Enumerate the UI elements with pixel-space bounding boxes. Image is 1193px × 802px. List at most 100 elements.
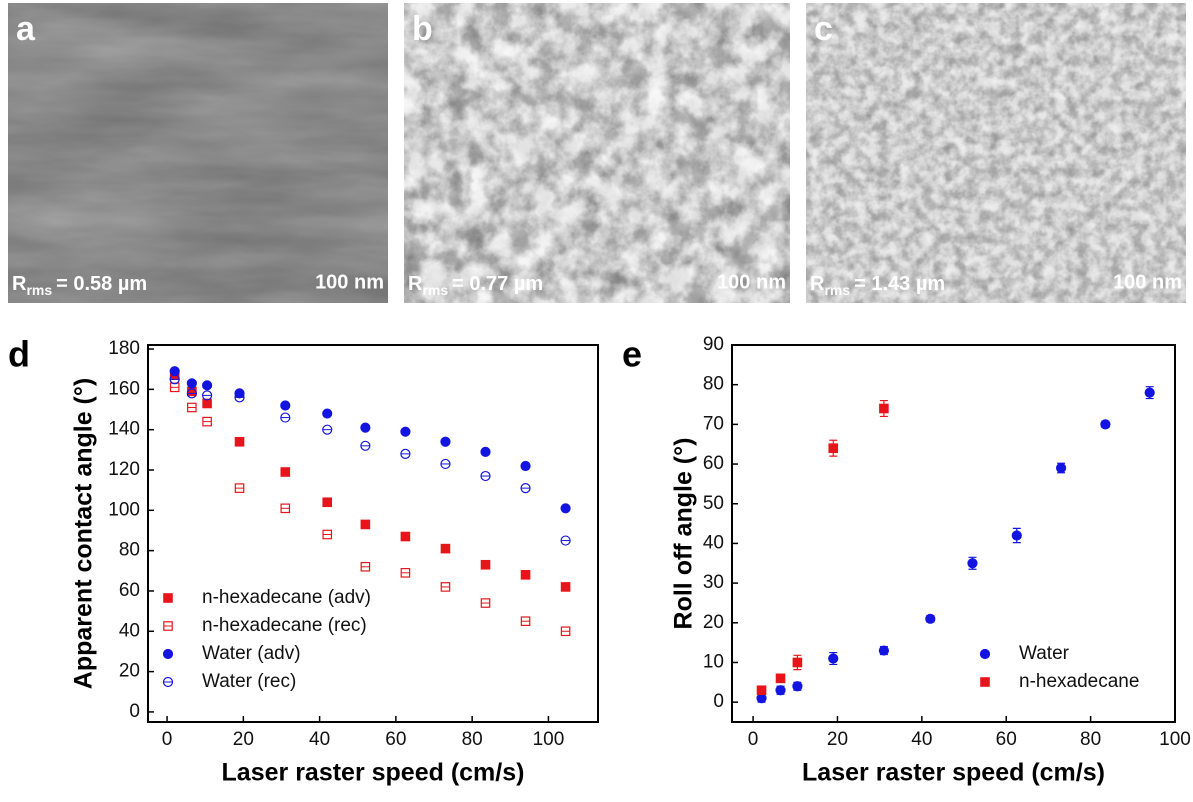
data-point (361, 423, 370, 432)
data-point (481, 561, 489, 569)
data-point (776, 686, 785, 695)
page: aRrms= 0.58 µm100 nmbRrms= 0.77 µm100 nm… (0, 0, 1193, 802)
roughness-value: = 0.77 µm (452, 273, 543, 295)
data-point (757, 686, 765, 694)
plot-frame (148, 345, 598, 722)
x-tick-label: 0 (162, 729, 173, 750)
sem-panel: a Rrms= 0.58 µm 100 nm (8, 3, 388, 303)
legend-marker (164, 650, 173, 659)
data-point (323, 409, 332, 418)
data-point (361, 520, 369, 528)
data-point (1101, 420, 1110, 429)
y-axis-title: Roll off angle (°) (670, 438, 698, 630)
data-point (401, 427, 410, 436)
chart: 0204060801000102030405060708090eLaser ra… (622, 334, 1191, 787)
x-tick-label: 100 (533, 729, 565, 750)
x-tick-label: 60 (996, 729, 1017, 750)
data-point (481, 447, 490, 456)
data-point (203, 399, 211, 407)
data-point (1012, 531, 1021, 540)
x-axis-title: Laser raster speed (cm/s) (222, 759, 525, 787)
data-point (281, 468, 289, 476)
x-tick-label: 0 (748, 729, 759, 750)
legend-marker (164, 594, 172, 602)
data-point (1145, 388, 1154, 397)
roughness-value: = 1.43 µm (854, 273, 945, 295)
legend-marker (981, 650, 990, 659)
roughness-symbol: R (810, 273, 825, 295)
roughness-value: = 0.58 µm (56, 273, 147, 295)
panel-label: c (814, 10, 833, 48)
chart: 020406080100020406080100120140160180dLas… (8, 334, 598, 787)
x-tick-label: 20 (827, 729, 848, 750)
x-tick-label: 40 (911, 729, 932, 750)
scale-label: 100 nm (717, 271, 786, 293)
y-tick-label: 40 (703, 532, 724, 553)
y-tick-label: 60 (119, 580, 140, 601)
legend-label: n-hexadecane (1019, 671, 1139, 692)
data-point (829, 444, 837, 452)
data-point (235, 438, 243, 446)
y-tick-label: 80 (703, 374, 724, 395)
legend-label: Water (1019, 643, 1070, 664)
data-point (323, 498, 331, 506)
sem-texture (404, 3, 790, 303)
sem-panel: b Rrms= 0.77 µm 100 nm (404, 3, 790, 303)
y-tick-label: 10 (703, 651, 724, 672)
data-point (441, 437, 450, 446)
data-point (521, 461, 530, 470)
data-point (793, 658, 801, 666)
legend: Water n-hexadecane (981, 643, 1140, 692)
legend-marker (981, 678, 989, 686)
y-tick-label: 100 (108, 499, 140, 520)
data-point (793, 682, 802, 691)
data-point (968, 559, 977, 568)
legend-label: Water (rec) (202, 671, 296, 692)
panel-label: e (622, 334, 642, 375)
y-tick-label: 80 (119, 540, 140, 561)
data-point (187, 379, 196, 388)
data-point (401, 532, 409, 540)
roughness-subscript: rms (824, 282, 850, 298)
x-tick-label: 80 (462, 729, 483, 750)
panel-label: b (412, 10, 433, 48)
data-point (561, 504, 570, 513)
sem-texture (8, 3, 388, 303)
y-tick-label: 70 (703, 413, 724, 434)
data-point (879, 646, 888, 655)
y-tick-label: 90 (703, 334, 724, 355)
data-point (1057, 464, 1066, 473)
data-point (776, 674, 784, 682)
data-point (441, 544, 449, 552)
x-tick-label: 40 (309, 729, 330, 750)
data-point (281, 401, 290, 410)
y-tick-label: 50 (703, 493, 724, 514)
sem-texture (806, 3, 1186, 303)
roughness-subscript: rms (422, 282, 448, 298)
y-tick-label: 180 (108, 338, 140, 359)
data-point (926, 614, 935, 623)
legend-label: n-hexadecane (rec) (202, 615, 367, 636)
y-tick-label: 20 (703, 612, 724, 633)
y-tick-label: 40 (119, 620, 140, 641)
y-tick-label: 140 (108, 419, 140, 440)
roughness-symbol: R (408, 273, 423, 295)
x-tick-label: 60 (385, 729, 406, 750)
panel-label: a (16, 10, 36, 48)
y-tick-label: 60 (703, 453, 724, 474)
data-point (829, 654, 838, 663)
scale-label: 100 nm (1113, 271, 1182, 293)
y-tick-label: 160 (108, 378, 140, 399)
y-axis-title: Apparent contact angle (°) (70, 378, 98, 689)
scale-label: 100 nm (315, 271, 384, 293)
y-tick-label: 0 (713, 691, 724, 712)
legend-label: Water (adv) (202, 643, 301, 664)
roughness-subscript: rms (26, 282, 52, 298)
y-tick-label: 0 (129, 701, 140, 722)
y-tick-label: 120 (108, 459, 140, 480)
panel-label: d (8, 334, 30, 375)
x-tick-label: 100 (1159, 729, 1191, 750)
legend: n-hexadecane (adv)n-hexadecane (rec)Wate… (164, 587, 372, 692)
roughness-symbol: R (12, 273, 27, 295)
x-tick-label: 80 (1080, 729, 1101, 750)
